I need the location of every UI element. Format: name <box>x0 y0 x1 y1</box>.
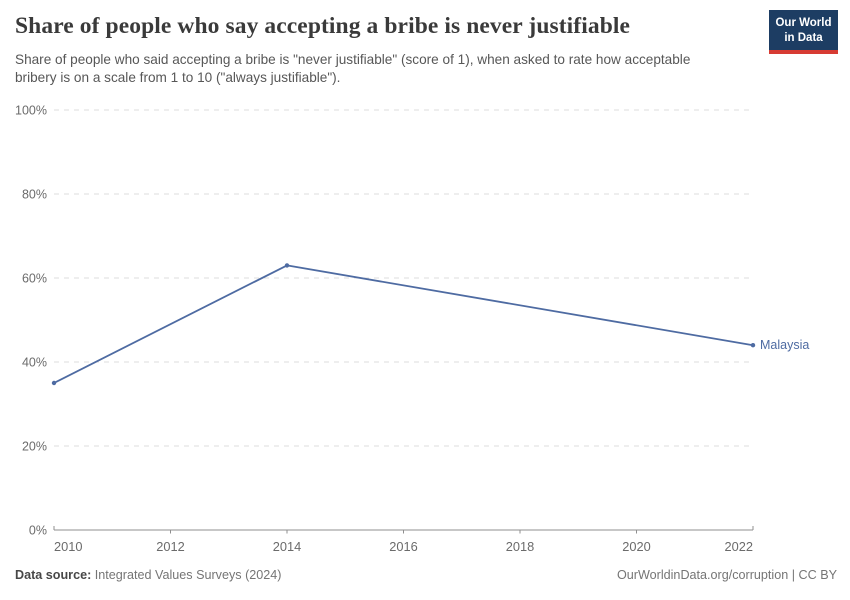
chart-title: Share of people who say accepting a brib… <box>15 13 631 39</box>
x-axis-tick-label: 2010 <box>54 539 82 554</box>
series-label-malaysia[interactable]: Malaysia <box>760 338 809 352</box>
y-axis-tick-label: 80% <box>22 188 47 202</box>
x-axis-tick-label: 2020 <box>622 539 650 554</box>
data-source-value: Integrated Values Surveys (2024) <box>94 568 282 582</box>
data-point[interactable] <box>750 343 756 348</box>
data-point[interactable] <box>284 263 290 268</box>
x-axis-tick-label: 2016 <box>389 539 417 554</box>
y-axis-tick-label: 0% <box>29 524 47 538</box>
x-axis-tick-label: 2018 <box>506 539 534 554</box>
owid-logo-line1: Our World <box>775 17 832 29</box>
x-axis-tick-label: 2012 <box>156 539 184 554</box>
y-axis-tick-label: 60% <box>22 272 47 286</box>
y-axis-tick-label: 20% <box>22 440 47 454</box>
chart-footer: Data source: Integrated Values Surveys (… <box>15 568 837 582</box>
data-source: Data source: Integrated Values Surveys (… <box>15 568 281 582</box>
y-axis-tick-label: 100% <box>15 104 47 118</box>
x-axis-tick-label: 2022 <box>725 539 753 554</box>
y-axis-tick-label: 40% <box>22 356 47 370</box>
chart-subtitle: Share of people who said accepting a bri… <box>15 52 691 85</box>
owid-logo-line2: in Data <box>784 31 823 44</box>
x-axis-tick-label: 2014 <box>273 539 301 554</box>
series-line-malaysia[interactable] <box>53 264 754 384</box>
data-source-label: Data source: <box>15 568 92 582</box>
credit-link[interactable]: OurWorldinData.org/corruption | CC BY <box>616 568 837 582</box>
owid-logo[interactable]: Our World in Data <box>769 10 838 55</box>
data-point[interactable] <box>51 380 57 386</box>
